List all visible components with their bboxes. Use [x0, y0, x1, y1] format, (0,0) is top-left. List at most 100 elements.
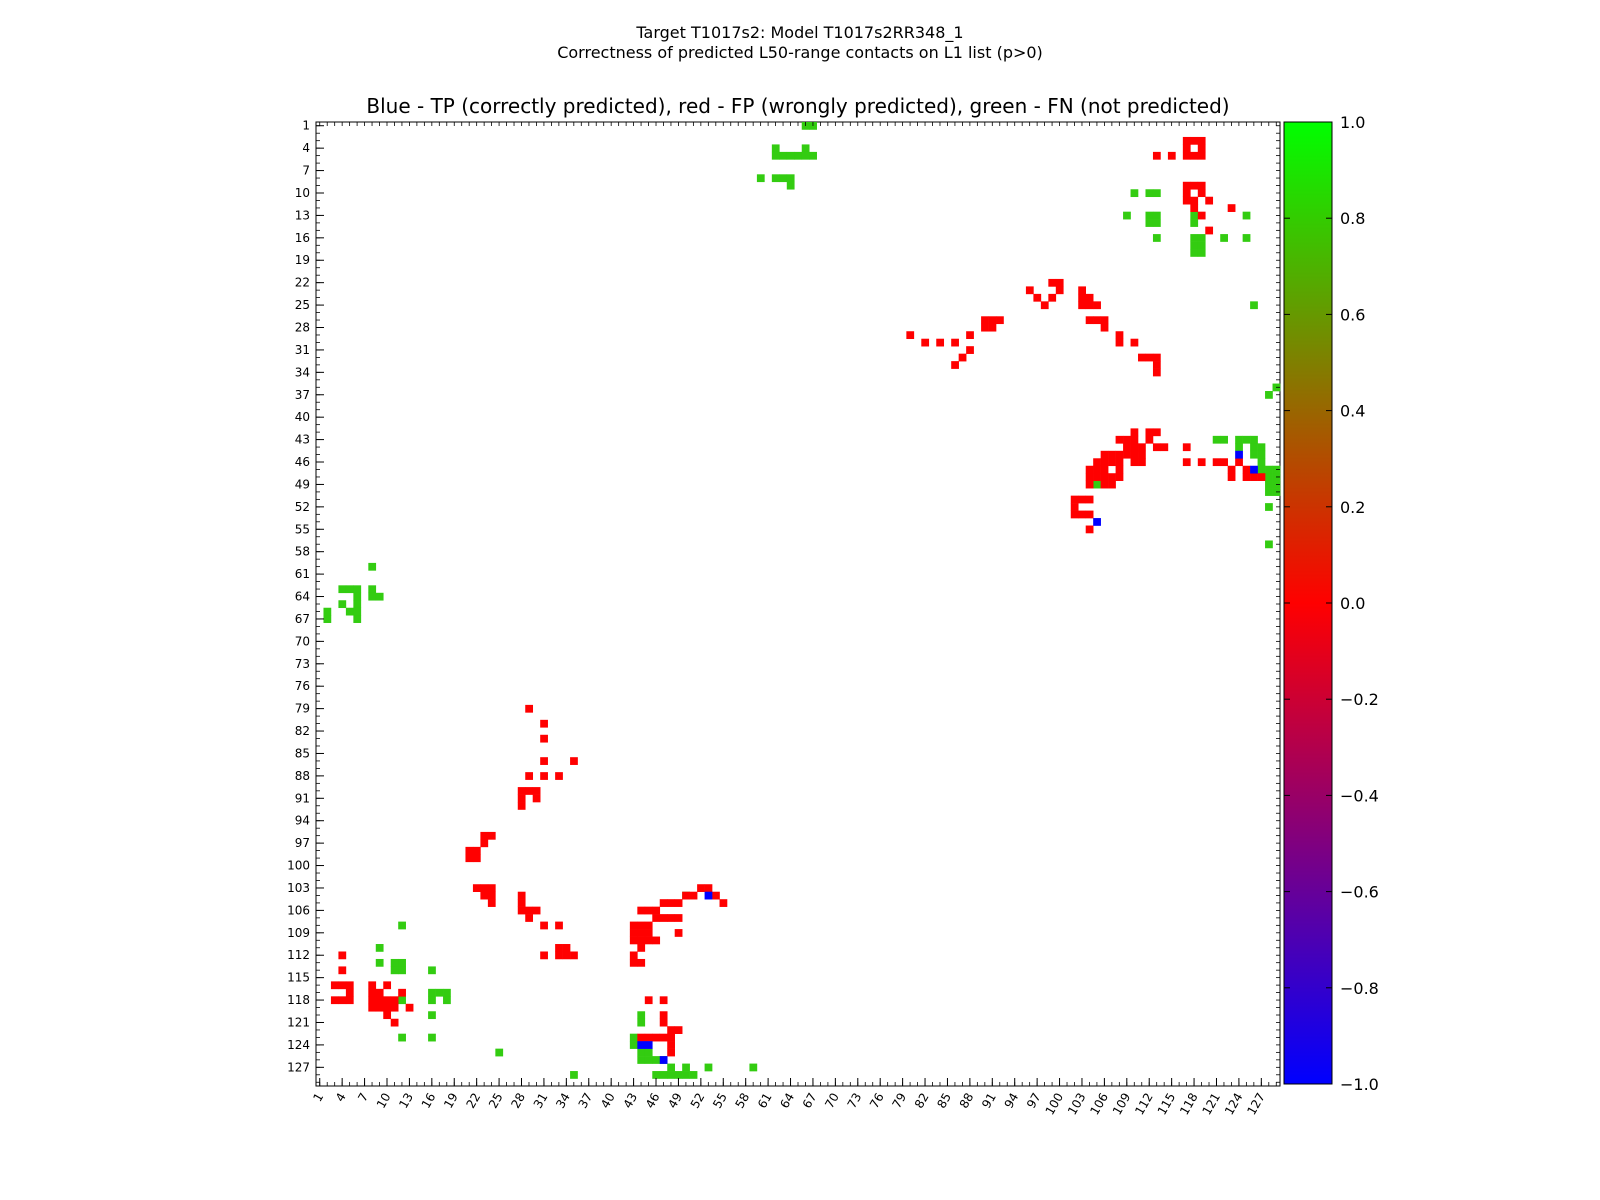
- contact-cell-fp-97-24: [1033, 293, 1042, 302]
- contact-cell-fp-45-123: [644, 1033, 653, 1042]
- contact-cell-fp-119-46: [1197, 458, 1206, 467]
- y-tick-label: 49: [295, 477, 310, 491]
- contact-cell-fn-6-66: [353, 607, 362, 616]
- contact-cell-fp-90-28: [981, 323, 989, 332]
- contact-cell-fp-125-48: [1242, 473, 1251, 481]
- contact-cell-fn-12-123: [398, 1033, 406, 1042]
- colorbar-tick-label: 1.0: [1340, 113, 1365, 132]
- y-tick-label: 16: [295, 231, 310, 245]
- colorbar-tick-label: −0.2: [1340, 690, 1379, 709]
- contact-cell-fp-21-98: [465, 846, 474, 855]
- contact-cell-fp-107-46: [1108, 458, 1116, 467]
- contact-cell-fn-65-5: [794, 151, 803, 160]
- contact-cell-fn-18-117: [443, 988, 451, 997]
- y-tick-label: 91: [295, 791, 310, 805]
- colorbar-tick-label: 0.6: [1340, 305, 1365, 324]
- contact-cell-fp-33-108: [555, 921, 563, 930]
- contact-cell-fn-2-66: [323, 607, 332, 616]
- contact-cell-tp-45-124: [644, 1041, 653, 1049]
- contact-cell-fp-29-106: [525, 906, 534, 915]
- contact-cell-fp-106-28: [1100, 323, 1109, 332]
- contact-cell-fp-103-24: [1078, 293, 1086, 302]
- contact-cell-fp-110-44: [1130, 443, 1139, 452]
- contact-cell-fp-47-123: [659, 1033, 668, 1042]
- colorbar-tick-label: −0.6: [1340, 883, 1379, 902]
- contact-cell-fn-118-17: [1190, 241, 1199, 250]
- contact-cell-fn-11-113: [390, 958, 399, 967]
- contact-cell-fp-47-120: [659, 1011, 668, 1020]
- contact-cell-fp-47-105: [659, 899, 668, 907]
- contact-cell-fp-119-13: [1197, 211, 1206, 220]
- contact-cell-fn-48-127: [667, 1063, 675, 1072]
- x-tick-label: 28: [508, 1091, 528, 1111]
- contact-cell-fn-118-18: [1190, 249, 1199, 257]
- contact-cell-fp-113-5: [1152, 151, 1161, 160]
- contact-cell-fp-118-9: [1190, 181, 1199, 190]
- contact-cell-fp-49-122: [674, 1026, 683, 1034]
- x-tick-label: 124: [1222, 1091, 1246, 1118]
- contact-cell-fp-28-104: [517, 891, 526, 900]
- contact-cell-fp-44-123: [637, 1033, 646, 1042]
- contact-cell-fn-127-45: [1257, 450, 1266, 459]
- contact-cell-fp-30-90: [532, 787, 541, 795]
- contact-cell-fp-114-44: [1160, 443, 1169, 452]
- contact-cell-fp-106-45: [1100, 450, 1109, 459]
- contact-cell-fp-92-27: [996, 316, 1004, 325]
- contact-cell-fp-53-103: [704, 884, 713, 892]
- contact-cell-fn-127-44: [1257, 443, 1266, 452]
- contact-cell-fp-91-27: [988, 316, 997, 325]
- contact-cell-fn-9-113: [375, 958, 384, 967]
- contact-cell-fn-43-123: [629, 1033, 638, 1042]
- contact-cell-fp-122-46: [1220, 458, 1228, 467]
- contact-cell-fn-6-65: [353, 600, 362, 609]
- y-tick-label: 34: [295, 365, 310, 379]
- contact-cell-fp-30-106: [532, 906, 541, 915]
- contact-cell-fp-28-106: [517, 906, 526, 915]
- contact-cell-fp-109-43: [1123, 435, 1131, 444]
- colorbar-tick-label: −0.8: [1340, 979, 1379, 998]
- contact-cell-fp-104-53: [1085, 510, 1094, 519]
- contact-cell-fn-8-60: [368, 562, 377, 571]
- contact-cell-fp-110-30: [1130, 338, 1139, 347]
- contact-cell-fp-47-107: [659, 914, 668, 922]
- contact-cell-fp-86-33: [951, 361, 959, 369]
- contact-cell-fn-35-128: [570, 1071, 578, 1079]
- y-tick-label: 70: [295, 634, 310, 648]
- y-tick-label: 79: [295, 702, 310, 716]
- x-tick-label: 70: [822, 1091, 842, 1111]
- x-tick-label: 88: [957, 1091, 977, 1111]
- contact-cell-fp-43-108: [629, 921, 638, 930]
- x-tick-label: 106: [1087, 1091, 1111, 1118]
- y-tick-label: 13: [295, 208, 310, 222]
- contact-cell-fp-4-112: [338, 951, 347, 960]
- contact-cell-fn-64-9: [786, 181, 795, 190]
- contact-cell-fn-63-8: [779, 174, 788, 183]
- contact-cell-fn-128-48: [1265, 473, 1273, 481]
- contact-cell-fp-24-104: [487, 891, 496, 900]
- contact-cell-fp-3-116: [330, 981, 339, 990]
- contact-cell-fn-9-64: [375, 592, 384, 601]
- y-tick-label: 1: [302, 119, 310, 133]
- contact-cell-fn-113-13: [1152, 211, 1161, 220]
- x-tick-label: 112: [1132, 1091, 1156, 1118]
- contact-cell-fn-11-114: [390, 966, 399, 975]
- y-tick-label: 124: [287, 1038, 310, 1052]
- contact-cell-fp-21-99: [465, 854, 474, 863]
- contact-cell-fp-108-29: [1115, 331, 1124, 340]
- contact-cell-fp-109-44: [1123, 443, 1131, 452]
- x-tick-label: 76: [867, 1091, 887, 1111]
- contact-cell-fp-111-46: [1138, 458, 1146, 467]
- contact-cell-fp-30-91: [532, 794, 541, 803]
- contact-cell-fn-128-50: [1265, 488, 1273, 496]
- contact-cell-fp-45-109: [644, 929, 653, 937]
- contact-cell-fp-12-117: [398, 988, 406, 997]
- contact-cell-fn-126-44: [1250, 443, 1258, 452]
- contact-cell-fn-44-121: [637, 1018, 646, 1027]
- contact-cell-fp-31-81: [540, 719, 548, 728]
- contact-cell-fp-108-45: [1115, 450, 1124, 459]
- contact-cell-fp-9-119: [375, 1003, 384, 1012]
- x-tick-label: 82: [912, 1091, 932, 1111]
- contact-cell-fp-29-88: [525, 772, 534, 780]
- y-tick-label: 25: [295, 298, 310, 312]
- contact-cell-fp-8-117: [368, 988, 377, 997]
